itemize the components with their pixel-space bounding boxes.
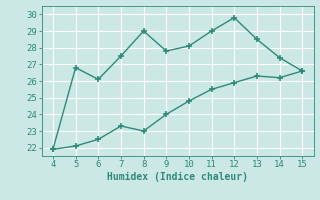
X-axis label: Humidex (Indice chaleur): Humidex (Indice chaleur): [107, 172, 248, 182]
